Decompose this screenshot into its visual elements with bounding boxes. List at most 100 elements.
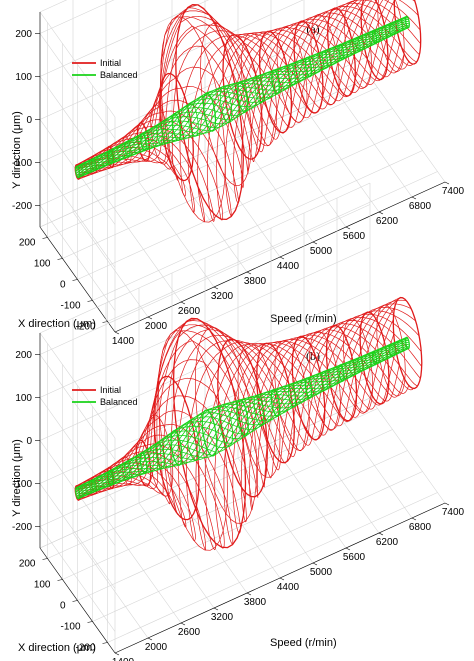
orbit-ring — [304, 377, 313, 399]
x-tick — [87, 621, 93, 623]
series-balanced — [75, 15, 410, 179]
speed-axis-label: Speed (r/min) — [270, 637, 337, 649]
grid-line — [105, 517, 182, 624]
x-axis-label: X direction (μm) — [18, 642, 96, 654]
x-tick-label: -200 — [75, 643, 95, 654]
y-tick-label: 100 — [15, 72, 32, 83]
orbit-ring — [156, 123, 164, 146]
orbit-ring — [107, 470, 114, 486]
speed-tick — [147, 637, 153, 641]
orbit-mesh-line — [77, 0, 395, 217]
orbit-ring — [218, 404, 234, 447]
orbit-ring — [90, 155, 98, 174]
speed-tick — [246, 592, 252, 596]
speed-tick-label: 2600 — [178, 306, 201, 317]
speed-tick-label: 7400 — [442, 186, 465, 197]
speed-tick — [246, 271, 252, 275]
x-tick — [102, 321, 108, 323]
x-axis-label: X direction (μm) — [18, 318, 96, 330]
grid-line — [138, 181, 215, 288]
speed-tick — [378, 211, 384, 215]
axes — [35, 333, 450, 656]
y-tick-label: -200 — [12, 201, 32, 212]
orbit-ring — [393, 0, 422, 65]
orbit-ring — [310, 14, 340, 105]
orbit-ring — [240, 32, 278, 147]
orbit-ring — [405, 336, 410, 350]
speed-tick-label: 5000 — [310, 567, 333, 578]
y-tick-label: 200 — [15, 29, 32, 40]
x-tick — [72, 600, 78, 602]
orbit-ring — [124, 141, 130, 158]
speed-tick — [213, 286, 219, 290]
speed-tick — [312, 241, 318, 245]
speed-tick-label: 3800 — [244, 276, 267, 287]
orbit-ring — [325, 324, 358, 422]
orbit-ring — [355, 357, 361, 374]
orbit-ring — [219, 86, 233, 123]
orbit-ring — [175, 3, 244, 221]
orbit-ring — [344, 1, 372, 88]
legend-label: Balanced — [100, 70, 138, 80]
orbit-ring — [194, 327, 258, 524]
speed-tick — [114, 331, 120, 335]
orbit-ring — [187, 102, 199, 137]
legend-label: Balanced — [100, 397, 138, 407]
legend-label: Initial — [100, 385, 121, 395]
x-tick-label: -200 — [75, 322, 95, 333]
x-tick — [102, 642, 108, 644]
panel-label: (a) — [306, 22, 319, 36]
orbit-ring — [258, 30, 293, 134]
x-tick-label: 0 — [60, 601, 66, 612]
x-tick — [57, 258, 63, 260]
orbit-ring — [159, 72, 194, 182]
orbit-ring — [160, 16, 226, 223]
orbit-ring — [376, 304, 406, 397]
orbit-ring — [107, 149, 114, 165]
y-tick-label: -200 — [12, 522, 32, 533]
speed-tick-label: 3200 — [211, 612, 234, 623]
speed-tick — [444, 181, 450, 185]
speed-tick-label: 4400 — [277, 261, 300, 272]
x-tick-label: -100 — [60, 622, 80, 633]
grid-line — [270, 442, 347, 549]
orbit-ring — [371, 29, 378, 45]
orbit-ring — [304, 56, 313, 78]
y-tick-label: 0 — [26, 115, 32, 126]
orbit-ring — [405, 15, 410, 29]
grid-line — [39, 0, 115, 34]
y-tick-label: -100 — [12, 479, 32, 490]
orbit-ring — [90, 476, 98, 495]
orbit-ring — [170, 430, 183, 466]
speed-tick — [444, 502, 450, 506]
speed-tick-label: 1400 — [112, 336, 135, 347]
axes — [35, 12, 450, 335]
speed-tick — [147, 316, 153, 320]
speed-tick — [312, 562, 318, 566]
grid — [39, 182, 446, 654]
grid-line — [138, 502, 215, 609]
x-tick — [57, 579, 63, 581]
speed-tick — [279, 577, 285, 581]
orbit-ring — [135, 439, 152, 487]
speed-tick-label: 5600 — [343, 231, 366, 242]
orbit-ring — [123, 461, 131, 480]
speed-tick-label: 6800 — [409, 201, 432, 212]
grid-line — [204, 151, 281, 258]
chart-panel-b: 1400200026003200380044005000560062006800… — [11, 182, 465, 661]
speed-tick-label: 5000 — [310, 246, 333, 257]
series-balanced — [75, 336, 410, 500]
orbit-ring — [91, 478, 97, 493]
speed-tick — [411, 517, 417, 521]
legend: Initial Balanced — [72, 385, 138, 407]
speed-tick-label: 6800 — [409, 522, 432, 533]
grid-line — [369, 76, 446, 183]
x-tick — [42, 237, 48, 239]
y-tick-label: 0 — [26, 436, 32, 447]
orbit-ring — [202, 92, 217, 132]
speed-tick — [378, 532, 384, 536]
orbit-ring — [253, 394, 265, 427]
orbit-ring — [274, 340, 310, 451]
speed-tick-label: 2600 — [178, 627, 201, 638]
